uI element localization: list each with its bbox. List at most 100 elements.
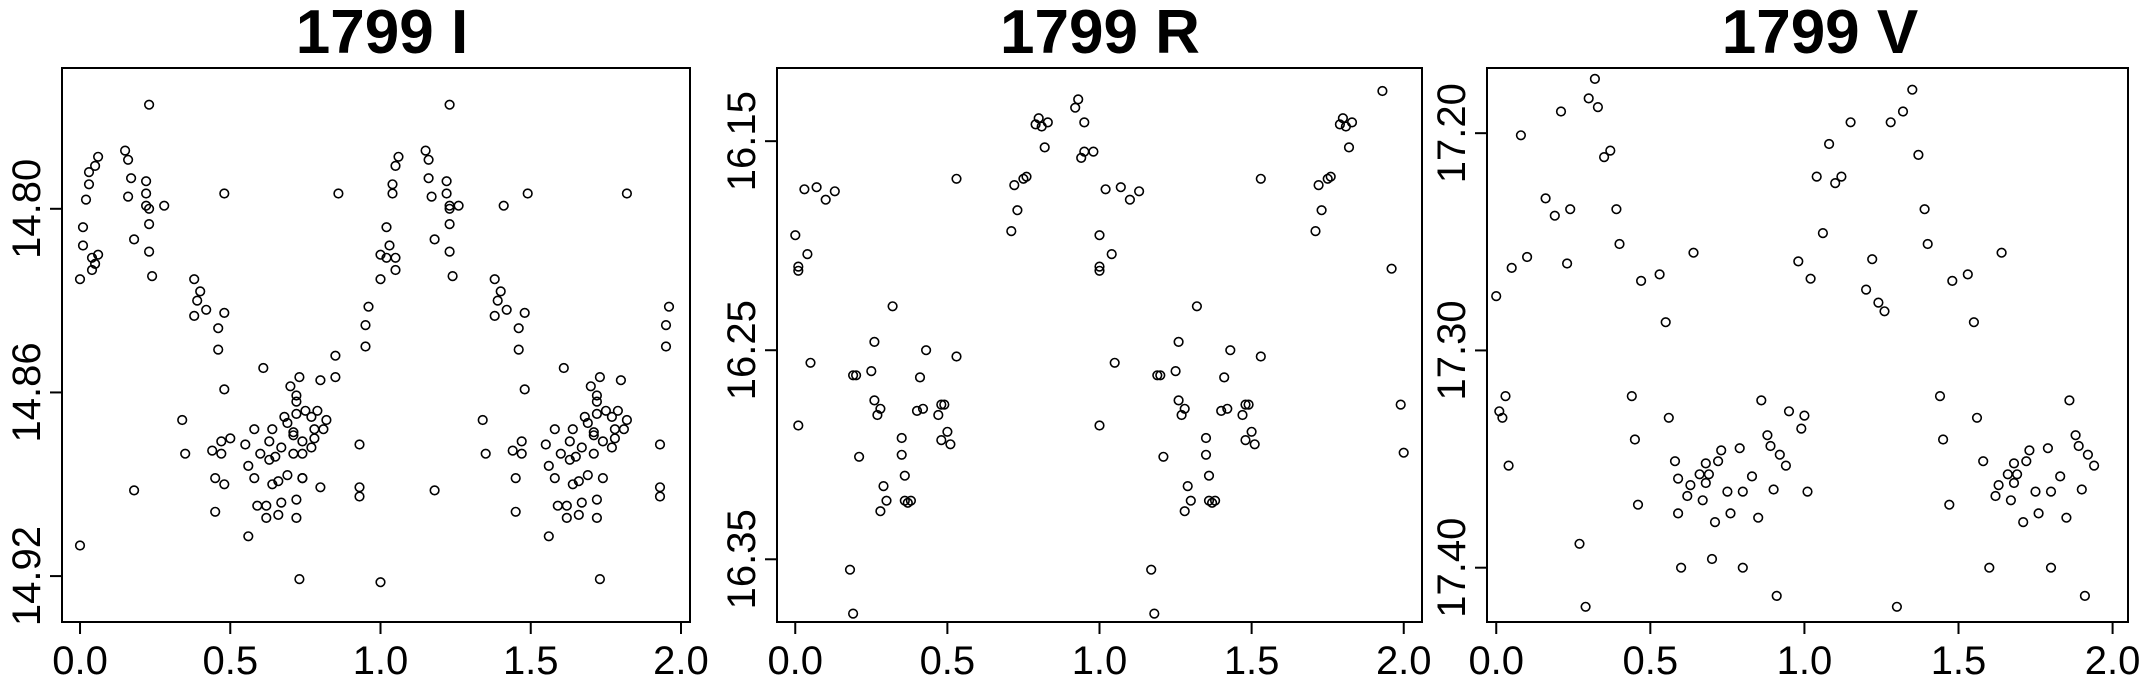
data-point: [189, 310, 200, 322]
data-point: [869, 395, 880, 406]
data-point: [1907, 84, 1918, 95]
data-point: [555, 448, 566, 459]
data-point: [594, 573, 606, 585]
y-tick-label: 16.35: [720, 509, 764, 609]
data-point: [1237, 409, 1248, 421]
data-point: [1561, 258, 1573, 269]
data-point: [1094, 230, 1105, 241]
data-point: [573, 476, 584, 487]
data-point: [564, 454, 575, 465]
data-point: [582, 470, 593, 481]
data-point: [878, 481, 889, 492]
data-point: [429, 485, 440, 496]
data-point: [1632, 499, 1644, 510]
data-point: [600, 405, 612, 416]
data-point: [1255, 351, 1266, 362]
data-point: [811, 182, 822, 193]
data-point: [1694, 469, 1705, 480]
data-point: [549, 473, 560, 484]
data-point: [660, 320, 672, 331]
data-point: [654, 482, 666, 493]
data-point: [1500, 391, 1511, 402]
data-point: [219, 479, 230, 490]
data-point: [219, 307, 230, 319]
data-point: [1783, 406, 1795, 417]
data-point: [321, 414, 332, 426]
data-point: [141, 176, 152, 187]
x-tick-label: 2.0: [1376, 639, 1432, 679]
data-point: [591, 396, 603, 407]
data-point: [654, 439, 666, 450]
data-point: [1605, 145, 1616, 156]
data-point: [875, 403, 886, 414]
data-point: [441, 176, 452, 187]
data-point: [375, 577, 386, 588]
data-point: [513, 323, 524, 334]
data-point: [1669, 456, 1681, 467]
data-point: [1124, 194, 1135, 205]
data-point: [1762, 430, 1773, 441]
data-point: [77, 222, 89, 233]
data-point: [86, 252, 98, 263]
data-point: [1039, 142, 1050, 153]
plot-frame: [61, 67, 691, 623]
data-point: [1249, 439, 1260, 450]
data-point: [847, 370, 859, 381]
data-point: [1697, 495, 1708, 506]
data-point: [2079, 590, 2090, 602]
panel-title: 1799 R: [1000, 0, 1200, 67]
data-point: [1802, 486, 1813, 497]
data-point: [180, 448, 191, 459]
data-point: [291, 396, 302, 407]
data-point: [480, 448, 491, 459]
data-point: [1996, 247, 2007, 258]
y-tick-label: 17.30: [1430, 300, 1474, 400]
data-point: [330, 372, 341, 383]
data-point: [1021, 171, 1032, 182]
data-point: [1240, 435, 1251, 446]
data-point: [1873, 297, 1884, 308]
data-point: [945, 439, 956, 450]
data-point: [291, 408, 302, 420]
data-point: [896, 432, 907, 444]
data-point: [273, 476, 284, 487]
data-point: [2002, 469, 2013, 480]
data-point: [519, 384, 530, 395]
x-tick-label: 0.5: [202, 639, 258, 679]
data-point: [2030, 486, 2041, 497]
x-tick-label: 1.0: [353, 639, 409, 679]
panel-1799-r: 1799 R 0.0 0.5 1.0 1.5 2.0 16.15 16.25 16.35: [720, 0, 1432, 679]
data-point: [495, 286, 506, 297]
data-point: [615, 375, 627, 386]
data-point: [1756, 395, 1767, 406]
data-point: [618, 424, 630, 435]
data-point: [1913, 149, 1924, 160]
data-point: [1146, 564, 1157, 575]
data-point: [387, 179, 398, 190]
data-point: [1200, 432, 1212, 444]
data-point: [2076, 484, 2087, 495]
data-point: [129, 485, 140, 496]
data-point: [507, 445, 518, 456]
data-point: [820, 194, 831, 205]
data-point: [844, 564, 856, 575]
data-point: [564, 436, 575, 447]
data-point: [1796, 423, 1807, 434]
data-point: [793, 265, 804, 276]
data-point: [126, 173, 137, 184]
data-point: [1497, 412, 1508, 423]
x-tick-label: 1.5: [1931, 639, 1987, 679]
data-point: [1937, 434, 1949, 445]
data-point: [606, 411, 618, 423]
data-point: [2018, 516, 2029, 528]
data-point: [936, 435, 947, 446]
data-point: [333, 188, 344, 199]
data-point: [1203, 470, 1215, 481]
data-point: [802, 249, 813, 260]
data-point: [1155, 370, 1166, 381]
data-point: [1990, 490, 2001, 502]
data-point: [2021, 456, 2032, 467]
data-point: [210, 506, 221, 517]
data-point: [1255, 173, 1266, 184]
data-point: [390, 252, 401, 263]
